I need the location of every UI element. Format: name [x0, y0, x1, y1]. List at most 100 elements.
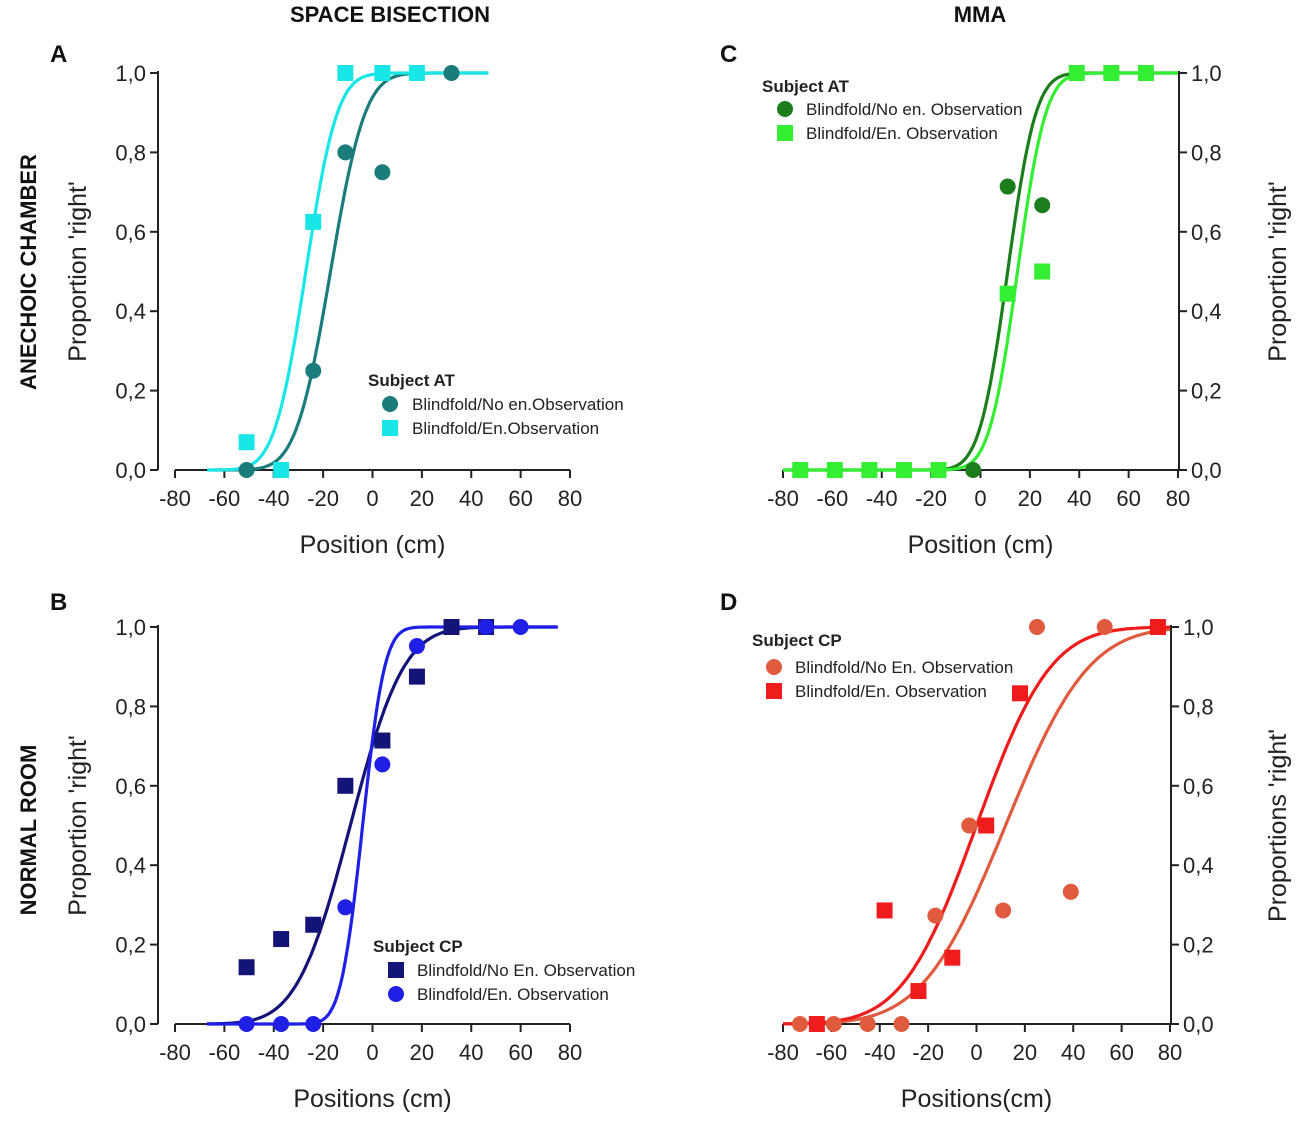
y-tick-label: 0,8	[1191, 140, 1222, 165]
data-point-2-6	[408, 65, 425, 81]
panel-c: C -80 -60 -40 -20 0 20 40 60 800,0 0,2 0,4 0,6 0,8 1,0…	[720, 41, 1292, 559]
data-point-2-1	[792, 462, 809, 478]
y-axis-title: Proportion 'right'	[64, 181, 92, 361]
legend-title: Subject AT	[762, 77, 850, 96]
data-point-2-3	[305, 213, 322, 230]
data-point-2-7	[1149, 619, 1166, 635]
x-tick-label: 0	[366, 1040, 378, 1065]
x-tick-label: 40	[459, 486, 483, 511]
y-tick-label: 0,6	[1183, 774, 1214, 799]
y-tick-label: 0,2	[115, 379, 146, 404]
data-point-2-6	[408, 638, 425, 655]
legend-marker-1	[777, 101, 793, 117]
y-tick-label: 0,4	[1191, 299, 1222, 324]
legend-label-2: Blindfold/En.Observation	[412, 419, 599, 438]
legend-marker-1	[382, 396, 398, 412]
x-tick-label: -40	[258, 1040, 290, 1065]
x-tick-label: 20	[410, 486, 434, 511]
data-point-2-8	[1068, 65, 1085, 81]
data-point-1-3	[337, 144, 354, 161]
x-tick-label: 80	[1166, 486, 1190, 511]
x-tick-label: 0	[974, 486, 986, 511]
data-point-2-5	[374, 756, 391, 773]
data-point-1-6	[961, 817, 978, 834]
data-point-2-1	[238, 434, 255, 451]
legend-title: Subject CP	[752, 631, 842, 650]
legend-label-1: Blindfold/No en.Observation	[412, 395, 624, 414]
x-tick-label: 40	[1061, 1040, 1085, 1065]
data-point-1-5	[443, 65, 460, 81]
data-point-1-1	[238, 462, 255, 478]
x-tick-label: 40	[1067, 486, 1091, 511]
y-tick-label: 0,2	[1183, 933, 1214, 958]
data-point-2-4	[944, 949, 961, 966]
data-point-2-10	[1137, 65, 1154, 81]
data-point-2-4	[895, 462, 912, 478]
data-point-2-6	[999, 285, 1016, 302]
legend-title: Subject CP	[373, 937, 463, 956]
data-point-2-4	[337, 65, 354, 81]
y-tick-label: 1,0	[115, 61, 146, 86]
y-tick-label: 0,8	[115, 140, 146, 165]
legend: Subject CP Blindfold/No En. Observation Bl…	[752, 631, 1013, 701]
legend-label-2: Blindfold/En. Observation	[417, 985, 609, 1004]
data-point-1-1	[238, 959, 255, 976]
x-tick-label: 60	[508, 1040, 532, 1065]
x-tick-label: -40	[258, 486, 290, 511]
legend-marker-1	[388, 962, 404, 978]
data-point-2-4	[337, 899, 354, 916]
legend-marker-1	[766, 659, 782, 675]
x-tick-label: -40	[864, 1040, 896, 1065]
legend: Subject CP Blindfold/No En. Observation Bl…	[373, 937, 635, 1004]
y-tick-label: 1,0	[1183, 615, 1214, 640]
x-tick-label: 80	[558, 486, 582, 511]
x-tick-label: 80	[558, 1040, 582, 1065]
legend: Subject AT Blindfold/No en.Observation Bli…	[368, 371, 624, 438]
y-tick-label: 0,2	[115, 933, 146, 958]
fit-curve-2	[207, 71, 489, 472]
legend-title: Subject AT	[368, 371, 456, 390]
data-point-1-4	[337, 777, 354, 794]
data-point-2-1	[808, 1016, 825, 1032]
data-point-1-4	[374, 164, 391, 181]
y-tick-label: 1,0	[115, 615, 146, 640]
y-axis-title: Proportion 'right'	[1264, 181, 1292, 361]
data-point-1-2	[825, 1016, 842, 1032]
x-tick-label: -40	[866, 486, 898, 511]
panel-letter-b: B	[50, 589, 67, 616]
legend-marker-2	[777, 125, 793, 141]
data-point-2-2	[273, 1016, 290, 1032]
y-axis-title: Proportion 'right'	[64, 735, 92, 915]
data-point-1-8	[1034, 197, 1051, 214]
row-title-normal-room: NORMAL ROOM	[16, 745, 41, 916]
x-tick-label: 80	[1158, 1040, 1182, 1065]
column-title-mma: MMA	[954, 2, 1007, 27]
x-axis-title: Position (cm)	[300, 531, 446, 559]
legend-label-1: Blindfold/No en. Observation	[806, 100, 1022, 119]
legend-marker-2	[388, 986, 404, 1002]
row-title-anechoic-chamber: ANECHOIC CHAMBER	[16, 154, 41, 390]
data-point-1-7	[999, 178, 1016, 195]
panel-d: D -80 -60 -40 -20 0 20 40 60 800,0 0,2 0,4 0,6 0,8 1,0…	[720, 589, 1292, 1113]
legend-marker-2	[766, 683, 782, 699]
y-tick-label: 1,0	[1191, 61, 1222, 86]
data-point-2-3	[861, 462, 878, 478]
column-title-space-bisection: SPACE BISECTION	[290, 2, 490, 27]
x-tick-label: -20	[307, 486, 339, 511]
x-tick-label: -80	[767, 1040, 799, 1065]
y-tick-label: 0,6	[115, 774, 146, 799]
y-tick-label: 0,0	[115, 458, 146, 483]
x-axis-title: Position (cm)	[908, 531, 1054, 559]
data-point-1-2	[273, 931, 290, 948]
data-point-1-6	[408, 668, 425, 685]
x-tick-label: -20	[307, 1040, 339, 1065]
data-point-1-3	[305, 916, 322, 933]
x-tick-label: -20	[912, 1040, 944, 1065]
data-point-2-7	[1034, 263, 1051, 280]
legend-label-2: Blindfold/En. Observation	[795, 682, 987, 701]
legend-label-2: Blindfold/En. Observation	[806, 124, 998, 143]
fit-curve-1	[783, 627, 1171, 1026]
data-point-2-3	[305, 1016, 322, 1032]
x-axis-title: Positions(cm)	[901, 1085, 1052, 1113]
